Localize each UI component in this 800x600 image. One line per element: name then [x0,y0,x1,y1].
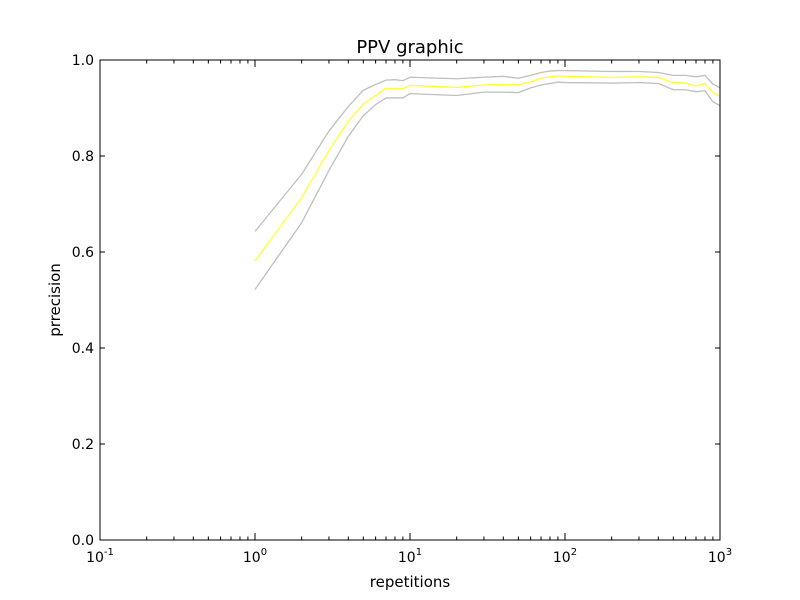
y-axis-ticks: 0.0 0.2 0.4 0.6 0.8 1.0 [72,53,720,549]
chart-title: PPV graphic [356,37,463,58]
x-tick-label: 101 [398,547,422,566]
series-line-2 [254,81,721,290]
series-line-0 [254,69,721,232]
y-tick-label: 0.8 [72,149,94,165]
x-axis-ticks: 10-1 100 101 102 103 [86,60,732,566]
y-tick-label: 0.0 [72,533,94,549]
series-line-1 [254,75,721,262]
x-tick-label: 102 [553,547,577,566]
y-tick-label: 0.6 [72,245,94,261]
y-tick-label: 0.2 [72,437,94,453]
y-tick-label: 1.0 [72,53,94,69]
x-axis-label: repetitions [370,573,451,591]
series-layer [254,69,721,290]
x-tick-label: 100 [243,547,267,566]
y-axis-label: prrecision [46,263,64,337]
y-tick-label: 0.4 [72,341,94,357]
x-tick-label: 103 [708,547,732,566]
x-tick-label: 10-1 [86,547,114,566]
